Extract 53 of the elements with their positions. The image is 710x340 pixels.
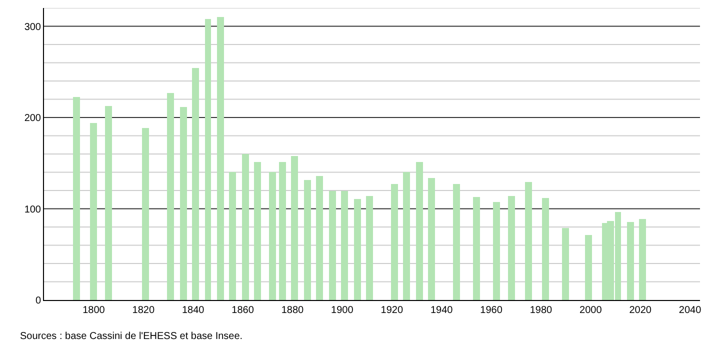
bar bbox=[192, 68, 199, 300]
bar bbox=[453, 184, 460, 300]
bar bbox=[269, 172, 276, 300]
x-tick-label: 1940 bbox=[430, 305, 454, 316]
bar bbox=[416, 162, 423, 300]
bar bbox=[639, 219, 646, 300]
bar bbox=[341, 191, 348, 300]
bar bbox=[229, 172, 236, 300]
bar bbox=[217, 17, 224, 300]
x-tick-label: 2020 bbox=[629, 305, 652, 316]
y-tick-label: 0 bbox=[35, 296, 42, 306]
y-tick-label: 300 bbox=[24, 22, 42, 33]
bar bbox=[354, 199, 361, 300]
x-tick-label: 2040 bbox=[678, 305, 702, 316]
bar bbox=[562, 228, 569, 300]
y-tick-label: 200 bbox=[24, 113, 42, 124]
bar bbox=[291, 156, 298, 300]
bar bbox=[525, 182, 532, 300]
bar bbox=[167, 93, 174, 300]
x-tick-label: 1980 bbox=[530, 305, 553, 316]
bar bbox=[428, 178, 435, 300]
bar bbox=[316, 176, 323, 300]
x-tick-label: 1920 bbox=[380, 305, 404, 316]
bar bbox=[180, 107, 187, 300]
x-tick-label: 1820 bbox=[132, 305, 155, 316]
bar bbox=[90, 123, 97, 300]
y-tick-label: 100 bbox=[24, 204, 42, 216]
bar bbox=[366, 196, 373, 300]
bar bbox=[542, 198, 549, 300]
bar bbox=[585, 235, 592, 300]
bar bbox=[473, 197, 480, 300]
x-tick-label: 1900 bbox=[331, 305, 354, 316]
bar bbox=[627, 222, 634, 300]
bar bbox=[493, 202, 500, 300]
source-note: Sources : base Cassini de l'EHESS et base Insee. bbox=[20, 331, 243, 340]
bar bbox=[508, 196, 515, 300]
x-tick-label: 2000 bbox=[580, 305, 602, 316]
bar bbox=[142, 128, 149, 300]
bar bbox=[105, 106, 112, 300]
bar bbox=[205, 19, 211, 300]
bar bbox=[304, 180, 311, 300]
x-tick-label: 1880 bbox=[281, 305, 304, 316]
bar bbox=[242, 154, 249, 300]
bar bbox=[254, 162, 261, 300]
bar bbox=[403, 172, 410, 300]
bar bbox=[73, 97, 80, 300]
x-tick-label: 1860 bbox=[232, 305, 254, 316]
x-tick-label: 1800 bbox=[82, 305, 106, 316]
bar bbox=[391, 184, 398, 300]
x-tick-label: 1960 bbox=[480, 305, 503, 316]
bar bbox=[279, 162, 286, 300]
x-tick-label: 1840 bbox=[182, 305, 205, 316]
bar bbox=[329, 191, 336, 300]
